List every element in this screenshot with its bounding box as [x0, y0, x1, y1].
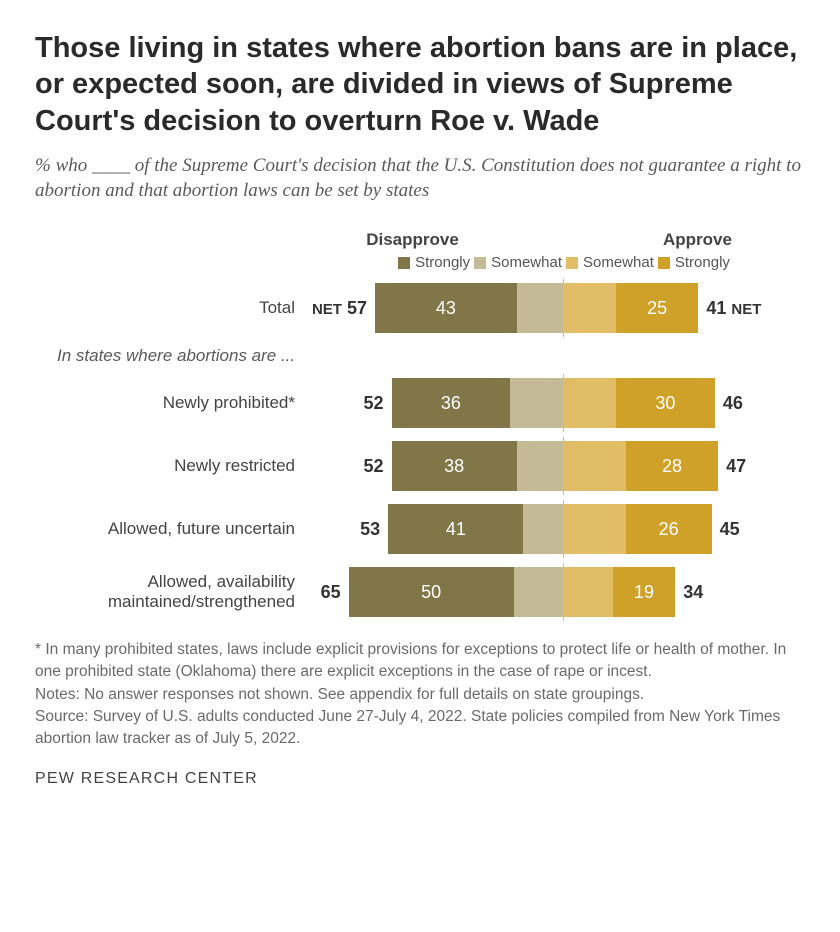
bar-row: Allowed, availability maintained/strengt… [35, 567, 805, 617]
net-left-value: NET 57 [305, 298, 375, 319]
footnote-asterisk: * In many prohibited states, laws includ… [35, 639, 805, 682]
row-label: Newly prohibited* [35, 393, 305, 413]
net-left-value: 65 [279, 582, 349, 603]
legend-somewhat-disapprove: Somewhat [474, 254, 562, 271]
legend-label: Somewhat [583, 254, 654, 271]
bars: 50 19 [349, 567, 676, 617]
seg-somewhat-approve [563, 378, 616, 428]
seg-somewhat-disapprove [517, 283, 563, 333]
bar-row: TotalNET 5743 2541 NET [35, 283, 805, 333]
seg-strongly-approve: 26 [626, 504, 712, 554]
bar-row: Newly prohibited* 5236 3046 [35, 378, 805, 428]
bar-row: Newly restricted 5238 2847 [35, 441, 805, 491]
bars: 36 30 [392, 378, 715, 428]
net-right-value: 46 [715, 393, 743, 414]
seg-somewhat-disapprove [514, 567, 564, 617]
swatch-strongly-disapprove [398, 257, 410, 269]
legend-header: Disapprove Approve Strongly Somewhat Som… [35, 230, 805, 281]
seg-strongly-disapprove: 38 [392, 441, 517, 491]
seg-strongly-approve: 19 [613, 567, 676, 617]
seg-somewhat-approve [563, 504, 626, 554]
net-right-value: 34 [675, 582, 703, 603]
category-approve: Approve [580, 230, 805, 250]
seg-somewhat-approve [563, 567, 613, 617]
bars: 43 25 [375, 283, 698, 333]
seg-strongly-disapprove: 50 [349, 567, 514, 617]
row-label: Total [35, 298, 305, 318]
footnote-source: Source: Survey of U.S. adults conducted … [35, 706, 805, 749]
bar-container: 5236 3046 [305, 378, 805, 428]
swatch-strongly-approve [658, 257, 670, 269]
bar-container: 5341 2645 [305, 504, 805, 554]
swatch-somewhat-approve [566, 257, 578, 269]
section-header-row: In states where abortions are ... [35, 346, 805, 366]
chart-area: Disapprove Approve Strongly Somewhat Som… [35, 230, 805, 617]
legend-strongly-approve: Strongly [658, 254, 730, 271]
footnotes: * In many prohibited states, laws includ… [35, 639, 805, 749]
seg-somewhat-disapprove [517, 441, 563, 491]
seg-strongly-approve: 25 [616, 283, 699, 333]
bar-container: 5238 2847 [305, 441, 805, 491]
net-right-value: 47 [718, 456, 746, 477]
legend-label: Somewhat [491, 254, 562, 271]
bars: 41 26 [388, 504, 711, 554]
legend-strongly-disapprove: Strongly [398, 254, 470, 271]
net-right-value: 45 [712, 519, 740, 540]
seg-somewhat-approve [563, 283, 616, 333]
bar-container: 65501934 [305, 567, 805, 617]
rows-container: TotalNET 5743 2541 NET In states where abo… [35, 283, 805, 617]
seg-somewhat-disapprove [510, 378, 563, 428]
row-label: Allowed, future uncertain [35, 519, 305, 539]
seg-strongly-disapprove: 41 [388, 504, 523, 554]
seg-strongly-disapprove: 36 [392, 378, 511, 428]
chart-title: Those living in states where abortion ba… [35, 30, 805, 139]
seg-strongly-disapprove: 43 [375, 283, 517, 333]
net-left-value: 52 [322, 456, 392, 477]
seg-strongly-approve: 30 [616, 378, 715, 428]
seg-strongly-approve: 28 [626, 441, 718, 491]
swatch-somewhat-disapprove [474, 257, 486, 269]
net-left-value: 52 [322, 393, 392, 414]
attribution: PEW RESEARCH CENTER [35, 770, 805, 788]
bar-container: NET 5743 2541 NET [305, 283, 805, 333]
legend-label: Strongly [675, 254, 730, 271]
legend-somewhat-approve: Somewhat [566, 254, 654, 271]
chart-subtitle: % who ____ of the Supreme Court's decisi… [35, 153, 805, 204]
bars: 38 28 [392, 441, 719, 491]
bar-row: Allowed, future uncertain 5341 2645 [35, 504, 805, 554]
row-label: Allowed, availability maintained/strengt… [35, 572, 305, 613]
row-label: Newly restricted [35, 456, 305, 476]
net-right-value: 41 NET [698, 298, 761, 319]
section-header-label: In states where abortions are ... [35, 346, 805, 366]
seg-somewhat-disapprove [523, 504, 563, 554]
seg-somewhat-approve [563, 441, 626, 491]
footnote-notes: Notes: No answer responses not shown. Se… [35, 684, 805, 706]
category-disapprove: Disapprove [305, 230, 580, 250]
legend-label: Strongly [415, 254, 470, 271]
net-left-value: 53 [318, 519, 388, 540]
